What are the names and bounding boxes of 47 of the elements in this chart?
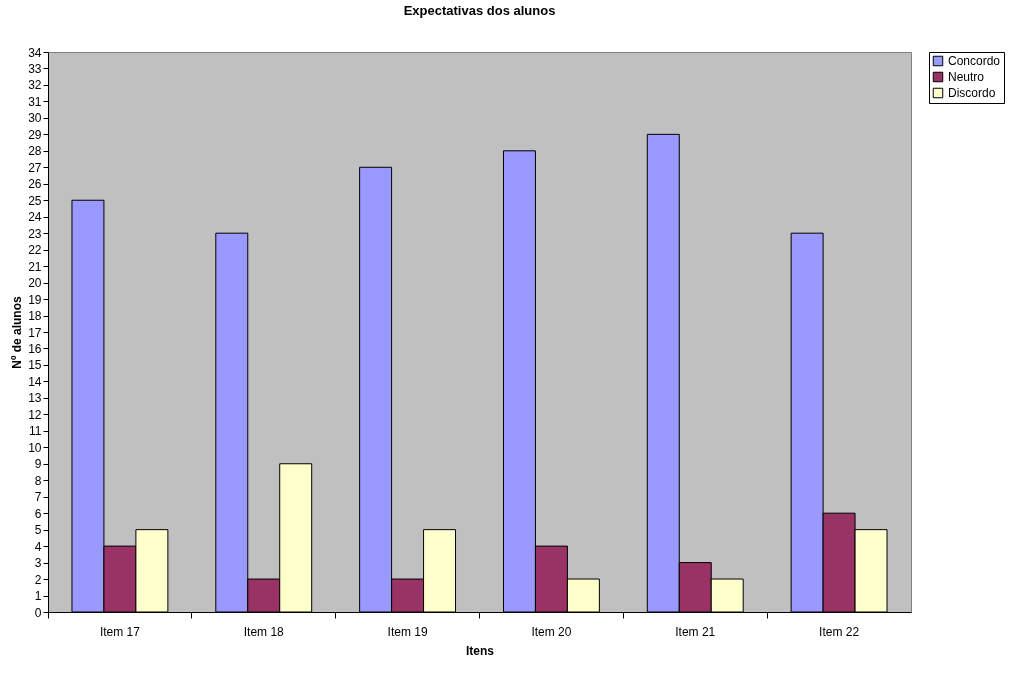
legend-label: Concordo xyxy=(948,54,1001,68)
x-tick-label: Item 21 xyxy=(675,624,716,639)
y-tick-label: 16 xyxy=(28,341,42,356)
y-tick-label: 30 xyxy=(28,111,42,126)
y-tick-label: 6 xyxy=(34,506,42,521)
y-tick-label: 34 xyxy=(28,45,42,60)
legend-label: Neutro xyxy=(948,70,985,84)
y-tick-label: 8 xyxy=(34,473,42,488)
y-tick-label: 29 xyxy=(28,127,42,142)
y-tick-label: 20 xyxy=(28,276,42,291)
y-tick-label: 1 xyxy=(34,589,42,604)
y-tick-label: 18 xyxy=(28,309,42,324)
y-tick-label: 14 xyxy=(28,374,42,389)
y-axis-title: Nº de alunos xyxy=(10,295,25,369)
y-tick-label: 13 xyxy=(28,391,42,406)
y-tick-label: 26 xyxy=(28,177,42,192)
y-tick-label: 19 xyxy=(28,292,42,307)
y-tick-label: 31 xyxy=(28,94,42,109)
x-tick-label: Item 20 xyxy=(531,624,572,639)
y-tick-label: 3 xyxy=(34,556,42,571)
y-tick-label: 23 xyxy=(28,226,42,241)
y-tick-label: 17 xyxy=(28,325,42,340)
x-tick-label: Item 22 xyxy=(819,624,860,639)
y-tick-label: 28 xyxy=(28,144,42,159)
y-tick-label: 32 xyxy=(28,78,42,93)
chart-title: Expectativas dos alunos xyxy=(403,3,556,18)
y-tick-label: 9 xyxy=(34,457,42,472)
x-tick-label: Item 18 xyxy=(243,624,285,639)
y-tick-label: 25 xyxy=(28,193,42,208)
y-tick-label: 12 xyxy=(28,407,42,422)
y-tick-label: 7 xyxy=(34,490,42,505)
x-tick-label: Item 17 xyxy=(99,624,141,639)
y-tick-label: 4 xyxy=(34,539,42,554)
y-tick-label: 21 xyxy=(28,259,42,274)
y-tick-label: 2 xyxy=(34,572,42,587)
y-tick-label: 11 xyxy=(29,424,42,439)
y-tick-label: 5 xyxy=(34,523,42,538)
y-tick-label: 24 xyxy=(28,210,42,225)
y-tick-label: 33 xyxy=(28,61,42,76)
legend-label: Discordo xyxy=(948,86,996,100)
y-tick-label: 0 xyxy=(34,605,42,620)
y-tick-label: 27 xyxy=(28,160,42,175)
y-tick-label: 22 xyxy=(28,243,42,258)
y-tick-label: 15 xyxy=(28,358,42,373)
x-axis-title: Itens xyxy=(465,643,495,658)
x-tick-label: Item 19 xyxy=(387,624,428,639)
y-tick-label: 10 xyxy=(28,440,42,455)
